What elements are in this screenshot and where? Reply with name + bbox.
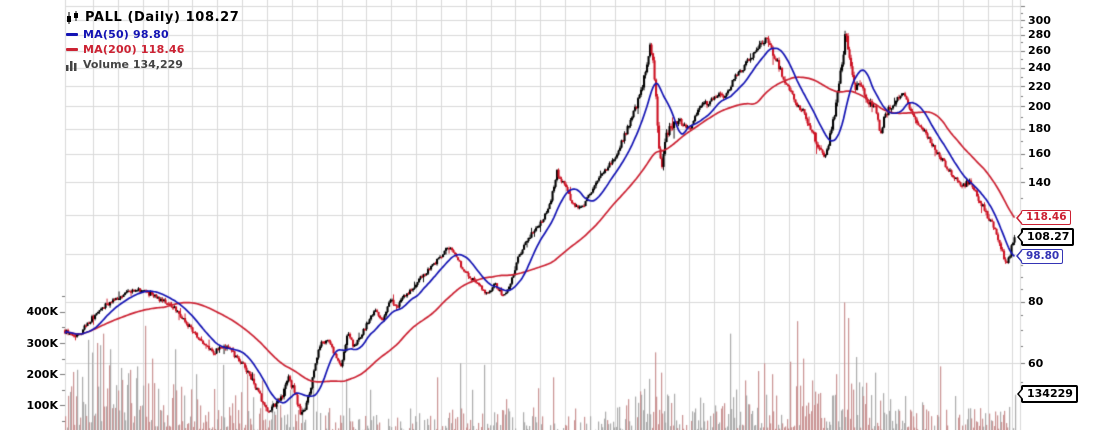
volume-axis-label: 400K — [26, 305, 59, 319]
price-axis-label: 160 — [1028, 147, 1051, 161]
volume-label: Volume 134,229 — [83, 58, 183, 71]
ma50-tag: 98.80 — [1016, 248, 1064, 264]
ma50-line-icon — [66, 33, 78, 36]
ma200-label: MA(200) 118.46 — [83, 43, 185, 56]
volume-axis-label: 200K — [26, 367, 59, 381]
price-axis-label: 240 — [1028, 61, 1051, 75]
ma200-line-icon — [66, 48, 78, 51]
ma200-tag-value: 118.46 — [1026, 211, 1067, 224]
price-axis-label: 260 — [1028, 44, 1051, 57]
symbol-title: PALL (Daily) 108.27 — [85, 10, 240, 25]
volume-axis-label: 100K — [26, 398, 59, 412]
ma200-tag: 118.46 — [1016, 210, 1071, 226]
legend-volume-row: Volume 134,229 — [66, 58, 183, 71]
ma50-label: MA(50) 98.80 — [83, 28, 169, 41]
price-axis-label: 180 — [1028, 122, 1051, 136]
ma50-tag-value: 98.80 — [1026, 249, 1060, 262]
price-axis-label: 80 — [1028, 295, 1044, 309]
legend-symbol-row: PALL (Daily) 108.27 — [66, 10, 239, 25]
volume-axis-label: 300K — [26, 336, 59, 350]
volume-bars-icon — [66, 60, 77, 71]
price-axis-label: 200 — [1028, 99, 1051, 113]
tag-arrow-fill — [1018, 250, 1023, 263]
price-axis-label: 300 — [1028, 13, 1051, 27]
last-price-tag-value: 108.27 — [1027, 229, 1070, 243]
price-axis-label: 140 — [1028, 175, 1051, 189]
last-price-tag: 108.27 — [1017, 227, 1075, 246]
candlestick-icon — [67, 10, 78, 24]
price-axis-label: 220 — [1028, 79, 1051, 93]
price-axis-label: 280 — [1028, 28, 1051, 42]
legend-ma50-row: MA(50) 98.80 — [66, 28, 169, 41]
volume-tag: 134229 — [1017, 385, 1078, 404]
legend-ma200-row: MA(200) 118.46 — [66, 43, 185, 56]
tag-arrow-fill — [1019, 230, 1024, 243]
price-axis-label: 60 — [1028, 356, 1044, 370]
tag-arrow-fill — [1018, 211, 1023, 224]
volume-tag-value: 134229 — [1027, 387, 1073, 401]
tag-arrow-fill — [1019, 388, 1024, 401]
